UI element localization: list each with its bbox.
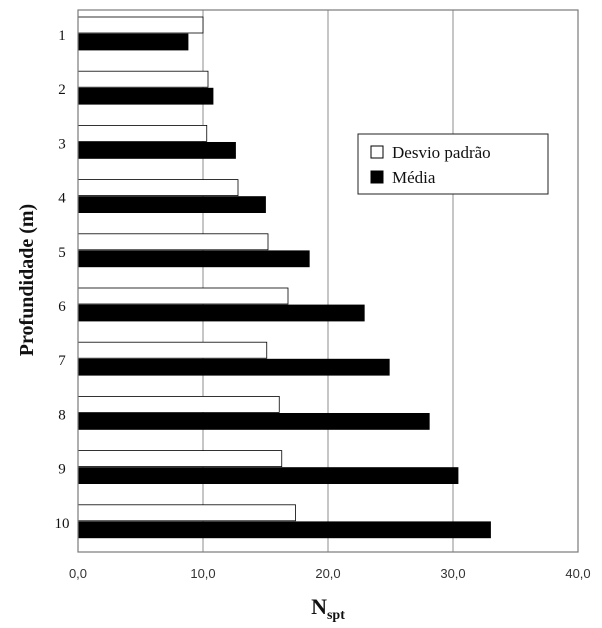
- legend-swatch-media: [370, 170, 384, 184]
- bar-desvio-padrao: [77, 341, 268, 359]
- bar-desvio-padrao: [77, 233, 269, 251]
- y-category-label: 7: [58, 353, 66, 369]
- bar-desvio-padrao: [77, 16, 204, 34]
- y-category-label: 8: [58, 407, 66, 423]
- x-axis-title: Nspt: [311, 594, 345, 623]
- legend-label-desvio-padrao: Desvio padrão: [392, 143, 491, 162]
- bar-desvio-padrao: [77, 504, 296, 522]
- x-tick-labels: 0,0 10,0 20,0 30,0 40,0: [69, 566, 591, 581]
- bar-media: [77, 196, 266, 214]
- x-tick-label: 30,0: [440, 566, 465, 581]
- bar-media: [77, 521, 491, 539]
- bar-media: [77, 358, 390, 376]
- y-category-label: 5: [58, 245, 66, 261]
- bar-desvio-padrao: [77, 125, 208, 142]
- legend-label-media: Média: [392, 168, 436, 187]
- y-category-label: 9: [58, 462, 66, 478]
- bar-media: [77, 33, 189, 51]
- y-category-label: 10: [55, 516, 70, 532]
- legend-swatch-desvio-padrao: [370, 145, 384, 159]
- y-category-label: 3: [58, 136, 66, 152]
- bar-desvio-padrao: [77, 450, 283, 468]
- bar-media: [77, 87, 214, 105]
- legend: Desvio padrão Média: [357, 133, 549, 195]
- bars: [77, 16, 491, 539]
- x-tick-label: 0,0: [69, 566, 87, 581]
- bar-desvio-padrao: [77, 287, 289, 305]
- bar-media: [77, 412, 430, 430]
- bar-media: [77, 250, 310, 268]
- y-category-label: 2: [58, 82, 66, 98]
- y-category-label: 1: [58, 28, 66, 44]
- plot-frame: [77, 9, 579, 553]
- bar-desvio-padrao: [77, 395, 280, 413]
- bar-desvio-padrao: [77, 179, 239, 197]
- x-tick-label: 40,0: [565, 566, 590, 581]
- y-axis-title: Profundidade (m): [16, 204, 38, 356]
- x-axis-title-subscript: spt: [327, 608, 345, 623]
- x-tick-label: 10,0: [190, 566, 215, 581]
- bar-media: [77, 304, 365, 322]
- x-tick-label: 20,0: [315, 566, 340, 581]
- y-category-label: 6: [58, 299, 66, 315]
- bar-media: [77, 467, 459, 485]
- x-axis-title-main: N: [311, 594, 327, 619]
- bar-media: [77, 141, 236, 159]
- y-category-label: 4: [58, 191, 66, 207]
- y-category-labels: 1 2 3 4 5 6 7 8 9 10: [55, 28, 70, 532]
- bar-desvio-padrao: [77, 70, 209, 88]
- legend-box: [357, 133, 549, 195]
